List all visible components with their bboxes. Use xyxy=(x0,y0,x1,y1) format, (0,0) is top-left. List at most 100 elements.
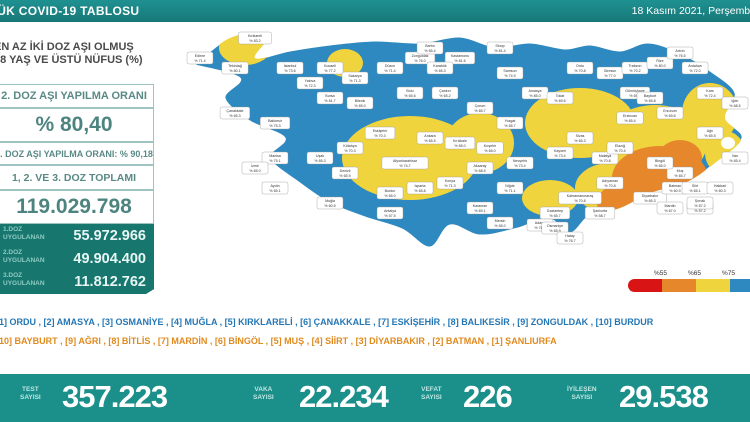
svg-text:Sakarya: Sakarya xyxy=(348,74,361,78)
svg-text:% 67.0: % 67.0 xyxy=(664,209,675,213)
svg-text:Afyonkarahisar: Afyonkarahisar xyxy=(393,159,418,163)
svg-text:Gaziantep: Gaziantep xyxy=(547,209,563,213)
svg-text:% 65.0: % 65.0 xyxy=(249,169,260,173)
svg-text:Kocaeli: Kocaeli xyxy=(324,64,336,68)
svg-text:İzmir: İzmir xyxy=(251,163,260,168)
svg-text:Düzce: Düzce xyxy=(385,64,395,68)
svg-text:Ardahan: Ardahan xyxy=(688,64,702,68)
svg-text:Hatay: Hatay xyxy=(565,234,575,238)
svg-text:% 72.0: % 72.0 xyxy=(689,69,700,73)
svg-text:% 71.4: % 71.4 xyxy=(384,69,395,73)
svg-text:Sinop: Sinop xyxy=(495,44,504,48)
svg-text:Isparta: Isparta xyxy=(415,184,426,188)
svg-text:Bingöl: Bingöl xyxy=(655,159,665,163)
svg-text:Aydın: Aydın xyxy=(270,184,279,188)
svg-text:Samsun: Samsun xyxy=(503,69,516,73)
svg-text:Denizli: Denizli xyxy=(340,169,351,173)
svg-text:% 69.6: % 69.6 xyxy=(554,99,565,103)
svg-text:% 65.1: % 65.1 xyxy=(269,189,280,193)
svg-text:Muş: Muş xyxy=(677,169,684,173)
svg-text:Diyarbakır: Diyarbakır xyxy=(642,194,659,198)
svg-text:Zonguldak: Zonguldak xyxy=(412,54,429,58)
svg-text:Siirt: Siirt xyxy=(692,184,698,188)
svg-text:Bayburt: Bayburt xyxy=(644,94,656,98)
svg-text:% 65.5: % 65.5 xyxy=(704,134,715,138)
svg-text:Muğla: Muğla xyxy=(325,199,335,203)
svg-text:Şanlıurfa: Şanlıurfa xyxy=(593,209,607,213)
svg-text:% 65.2: % 65.2 xyxy=(439,94,450,98)
svg-text:% 75.3: % 75.3 xyxy=(269,124,280,128)
svg-text:Aksaray: Aksaray xyxy=(474,164,487,168)
svg-text:% 65.0: % 65.0 xyxy=(354,104,365,108)
svg-text:% 65.7: % 65.7 xyxy=(674,174,685,178)
svg-text:% 65.4: % 65.4 xyxy=(729,159,740,163)
svg-text:Adıyaman: Adıyaman xyxy=(602,179,618,183)
svg-text:Çankırı: Çankırı xyxy=(439,89,451,93)
svg-text:% 76.7: % 76.7 xyxy=(564,239,575,243)
svg-text:Nevşehir: Nevşehir xyxy=(513,159,528,163)
svg-text:% 70.8: % 70.8 xyxy=(574,69,585,73)
svg-text:Kars: Kars xyxy=(706,89,714,93)
svg-text:Balıkesir: Balıkesir xyxy=(268,119,283,123)
svg-text:Kırşehir: Kırşehir xyxy=(484,144,497,148)
svg-text:% 65.3: % 65.3 xyxy=(574,139,585,143)
svg-text:% 73.6: % 73.6 xyxy=(284,69,295,73)
svg-text:Yalova: Yalova xyxy=(305,79,316,83)
svg-text:% 72.3: % 72.3 xyxy=(304,84,315,88)
svg-text:% 65.6: % 65.6 xyxy=(404,94,415,98)
svg-text:% 77.0: % 77.0 xyxy=(604,74,615,78)
svg-text:% 74.7: % 74.7 xyxy=(399,164,410,168)
svg-text:% 57.2: % 57.2 xyxy=(694,204,705,208)
svg-text:% 68.5: % 68.5 xyxy=(729,104,740,108)
svg-text:Çanakkale: Çanakkale xyxy=(227,109,244,113)
svg-text:Erzurum: Erzurum xyxy=(663,109,677,113)
svg-text:% 65.0: % 65.0 xyxy=(484,149,495,153)
svg-text:% 76.5: % 76.5 xyxy=(674,54,685,58)
svg-text:Ordu: Ordu xyxy=(576,64,584,68)
svg-text:% 65.9: % 65.9 xyxy=(339,174,350,178)
svg-text:% 70.3: % 70.3 xyxy=(344,149,355,153)
svg-text:% 70.2: % 70.2 xyxy=(629,69,640,73)
svg-text:Osmaniye: Osmaniye xyxy=(547,224,563,228)
svg-text:% 73.4: % 73.4 xyxy=(514,164,525,168)
svg-text:% 65.3: % 65.3 xyxy=(434,69,445,73)
svg-text:% 65.8: % 65.8 xyxy=(644,99,655,103)
svg-text:Iğdır: Iğdır xyxy=(731,99,739,103)
svg-text:% 65.8: % 65.8 xyxy=(414,189,425,193)
svg-text:% 74.9: % 74.9 xyxy=(504,74,515,78)
svg-text:Edirne: Edirne xyxy=(195,54,205,58)
svg-text:% 70.8: % 70.8 xyxy=(599,159,610,163)
svg-text:Kırıkkale: Kırıkkale xyxy=(453,139,467,143)
svg-text:% 71.3: % 71.3 xyxy=(444,184,455,188)
svg-text:Rize: Rize xyxy=(656,59,663,63)
svg-text:% 65.0: % 65.0 xyxy=(454,144,465,148)
svg-text:Tokat: Tokat xyxy=(556,94,565,98)
svg-text:% 65.4: % 65.4 xyxy=(624,119,635,123)
svg-text:Eskişehir: Eskişehir xyxy=(373,129,388,133)
svg-text:Van: Van xyxy=(732,154,738,158)
svg-text:Mersin: Mersin xyxy=(495,219,506,223)
svg-text:% 71.3: % 71.3 xyxy=(349,79,360,83)
svg-text:% 65.3: % 65.3 xyxy=(644,199,655,203)
svg-text:% 77.2: % 77.2 xyxy=(324,69,335,73)
svg-text:Kırklareli: Kırklareli xyxy=(248,34,262,38)
svg-text:İstanbul: İstanbul xyxy=(284,63,297,68)
svg-text:% 83.2: % 83.2 xyxy=(249,39,260,43)
svg-text:Bursa: Bursa xyxy=(325,94,334,98)
svg-text:% 70.8: % 70.8 xyxy=(574,199,585,203)
svg-text:% 57.5: % 57.5 xyxy=(384,214,395,218)
svg-text:Manisa: Manisa xyxy=(269,154,281,158)
svg-text:Antalya: Antalya xyxy=(384,209,396,213)
svg-text:Tekirdağ: Tekirdağ xyxy=(228,64,242,68)
svg-text:Konya: Konya xyxy=(445,179,455,183)
svg-text:% 72.4: % 72.4 xyxy=(704,94,715,98)
svg-text:% 65.3: % 65.3 xyxy=(314,159,325,163)
svg-text:Hakkari: Hakkari xyxy=(714,184,726,188)
svg-text:Artvin: Artvin xyxy=(675,49,684,53)
svg-text:% 65.3: % 65.3 xyxy=(229,114,240,118)
svg-text:Ağrı: Ağrı xyxy=(707,129,714,133)
svg-text:Trabzon: Trabzon xyxy=(628,64,641,68)
svg-text:% 81.7: % 81.7 xyxy=(324,99,335,103)
svg-text:% 71.1: % 71.1 xyxy=(504,189,515,193)
svg-text:Kastamonu: Kastamonu xyxy=(451,54,469,58)
